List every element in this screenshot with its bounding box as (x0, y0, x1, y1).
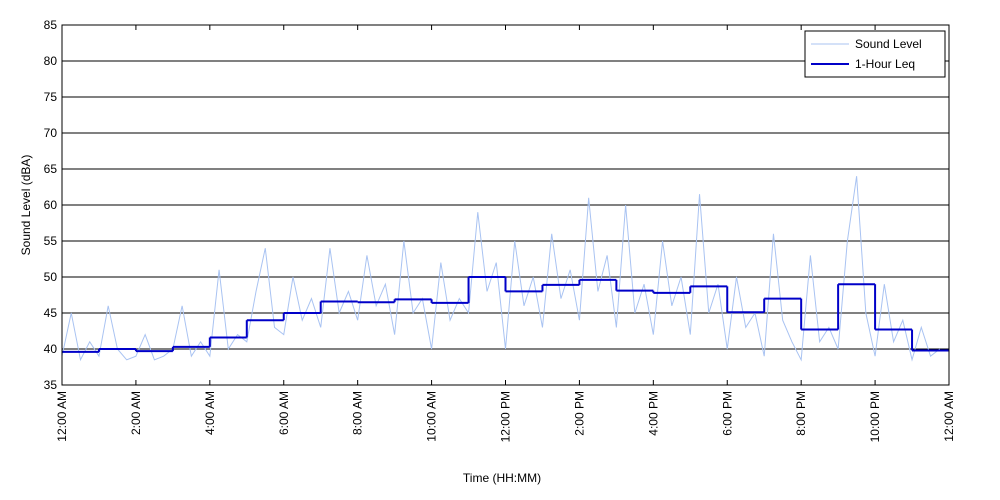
y-tick-label: 50 (44, 270, 58, 284)
y-tick-label: 40 (44, 342, 58, 356)
plot-frame (61, 24, 950, 386)
legend-box (804, 30, 946, 78)
y-tick-label: 55 (44, 234, 58, 248)
x-tick-label: 2:00 PM (572, 391, 586, 436)
x-tick-label: 10:00 AM (425, 391, 439, 442)
x-tick-label: 12:00 AM (942, 391, 956, 442)
y-tick-label: 80 (44, 54, 58, 68)
y-tick-label: 45 (44, 306, 58, 320)
y-tick-label: 70 (44, 126, 58, 140)
x-tick-label: 6:00 AM (277, 391, 291, 435)
y-tick-label: 60 (44, 198, 58, 212)
legend-label: Sound Level (855, 37, 922, 51)
x-tick-label: 4:00 AM (203, 391, 217, 435)
x-tick-label: 12:00 AM (55, 391, 69, 442)
sound-level-line (61, 176, 941, 362)
y-tick-label: 85 (44, 18, 58, 32)
x-tick-label: 4:00 PM (646, 391, 660, 436)
x-tick-label: 12:00 PM (499, 391, 513, 442)
x-tick-label: 10:00 PM (868, 391, 882, 442)
y-tick-label: 75 (44, 90, 58, 104)
x-tick-label: 8:00 AM (351, 391, 365, 435)
x-tick-label: 2:00 AM (129, 391, 143, 435)
legend-label: 1-Hour Leq (855, 57, 915, 71)
x-tick-label: 8:00 PM (794, 391, 808, 436)
y-axis-label: Sound Level (dBA) (19, 155, 33, 256)
x-tick-label: 6:00 PM (720, 391, 734, 436)
y-tick-label: 65 (44, 162, 58, 176)
x-axis-label: Time (HH:MM) (463, 471, 541, 485)
y-tick-label: 35 (44, 378, 58, 392)
